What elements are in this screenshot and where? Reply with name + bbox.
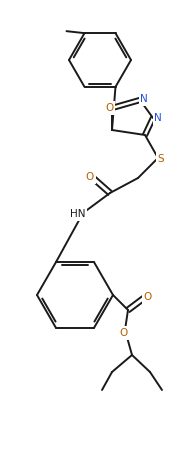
Text: O: O (105, 103, 113, 113)
Text: HN: HN (70, 209, 86, 219)
Text: O: O (144, 292, 152, 302)
Text: N: N (140, 94, 148, 104)
Text: S: S (158, 154, 164, 164)
Text: O: O (86, 172, 94, 182)
Text: N: N (154, 113, 162, 123)
Text: O: O (120, 328, 128, 338)
